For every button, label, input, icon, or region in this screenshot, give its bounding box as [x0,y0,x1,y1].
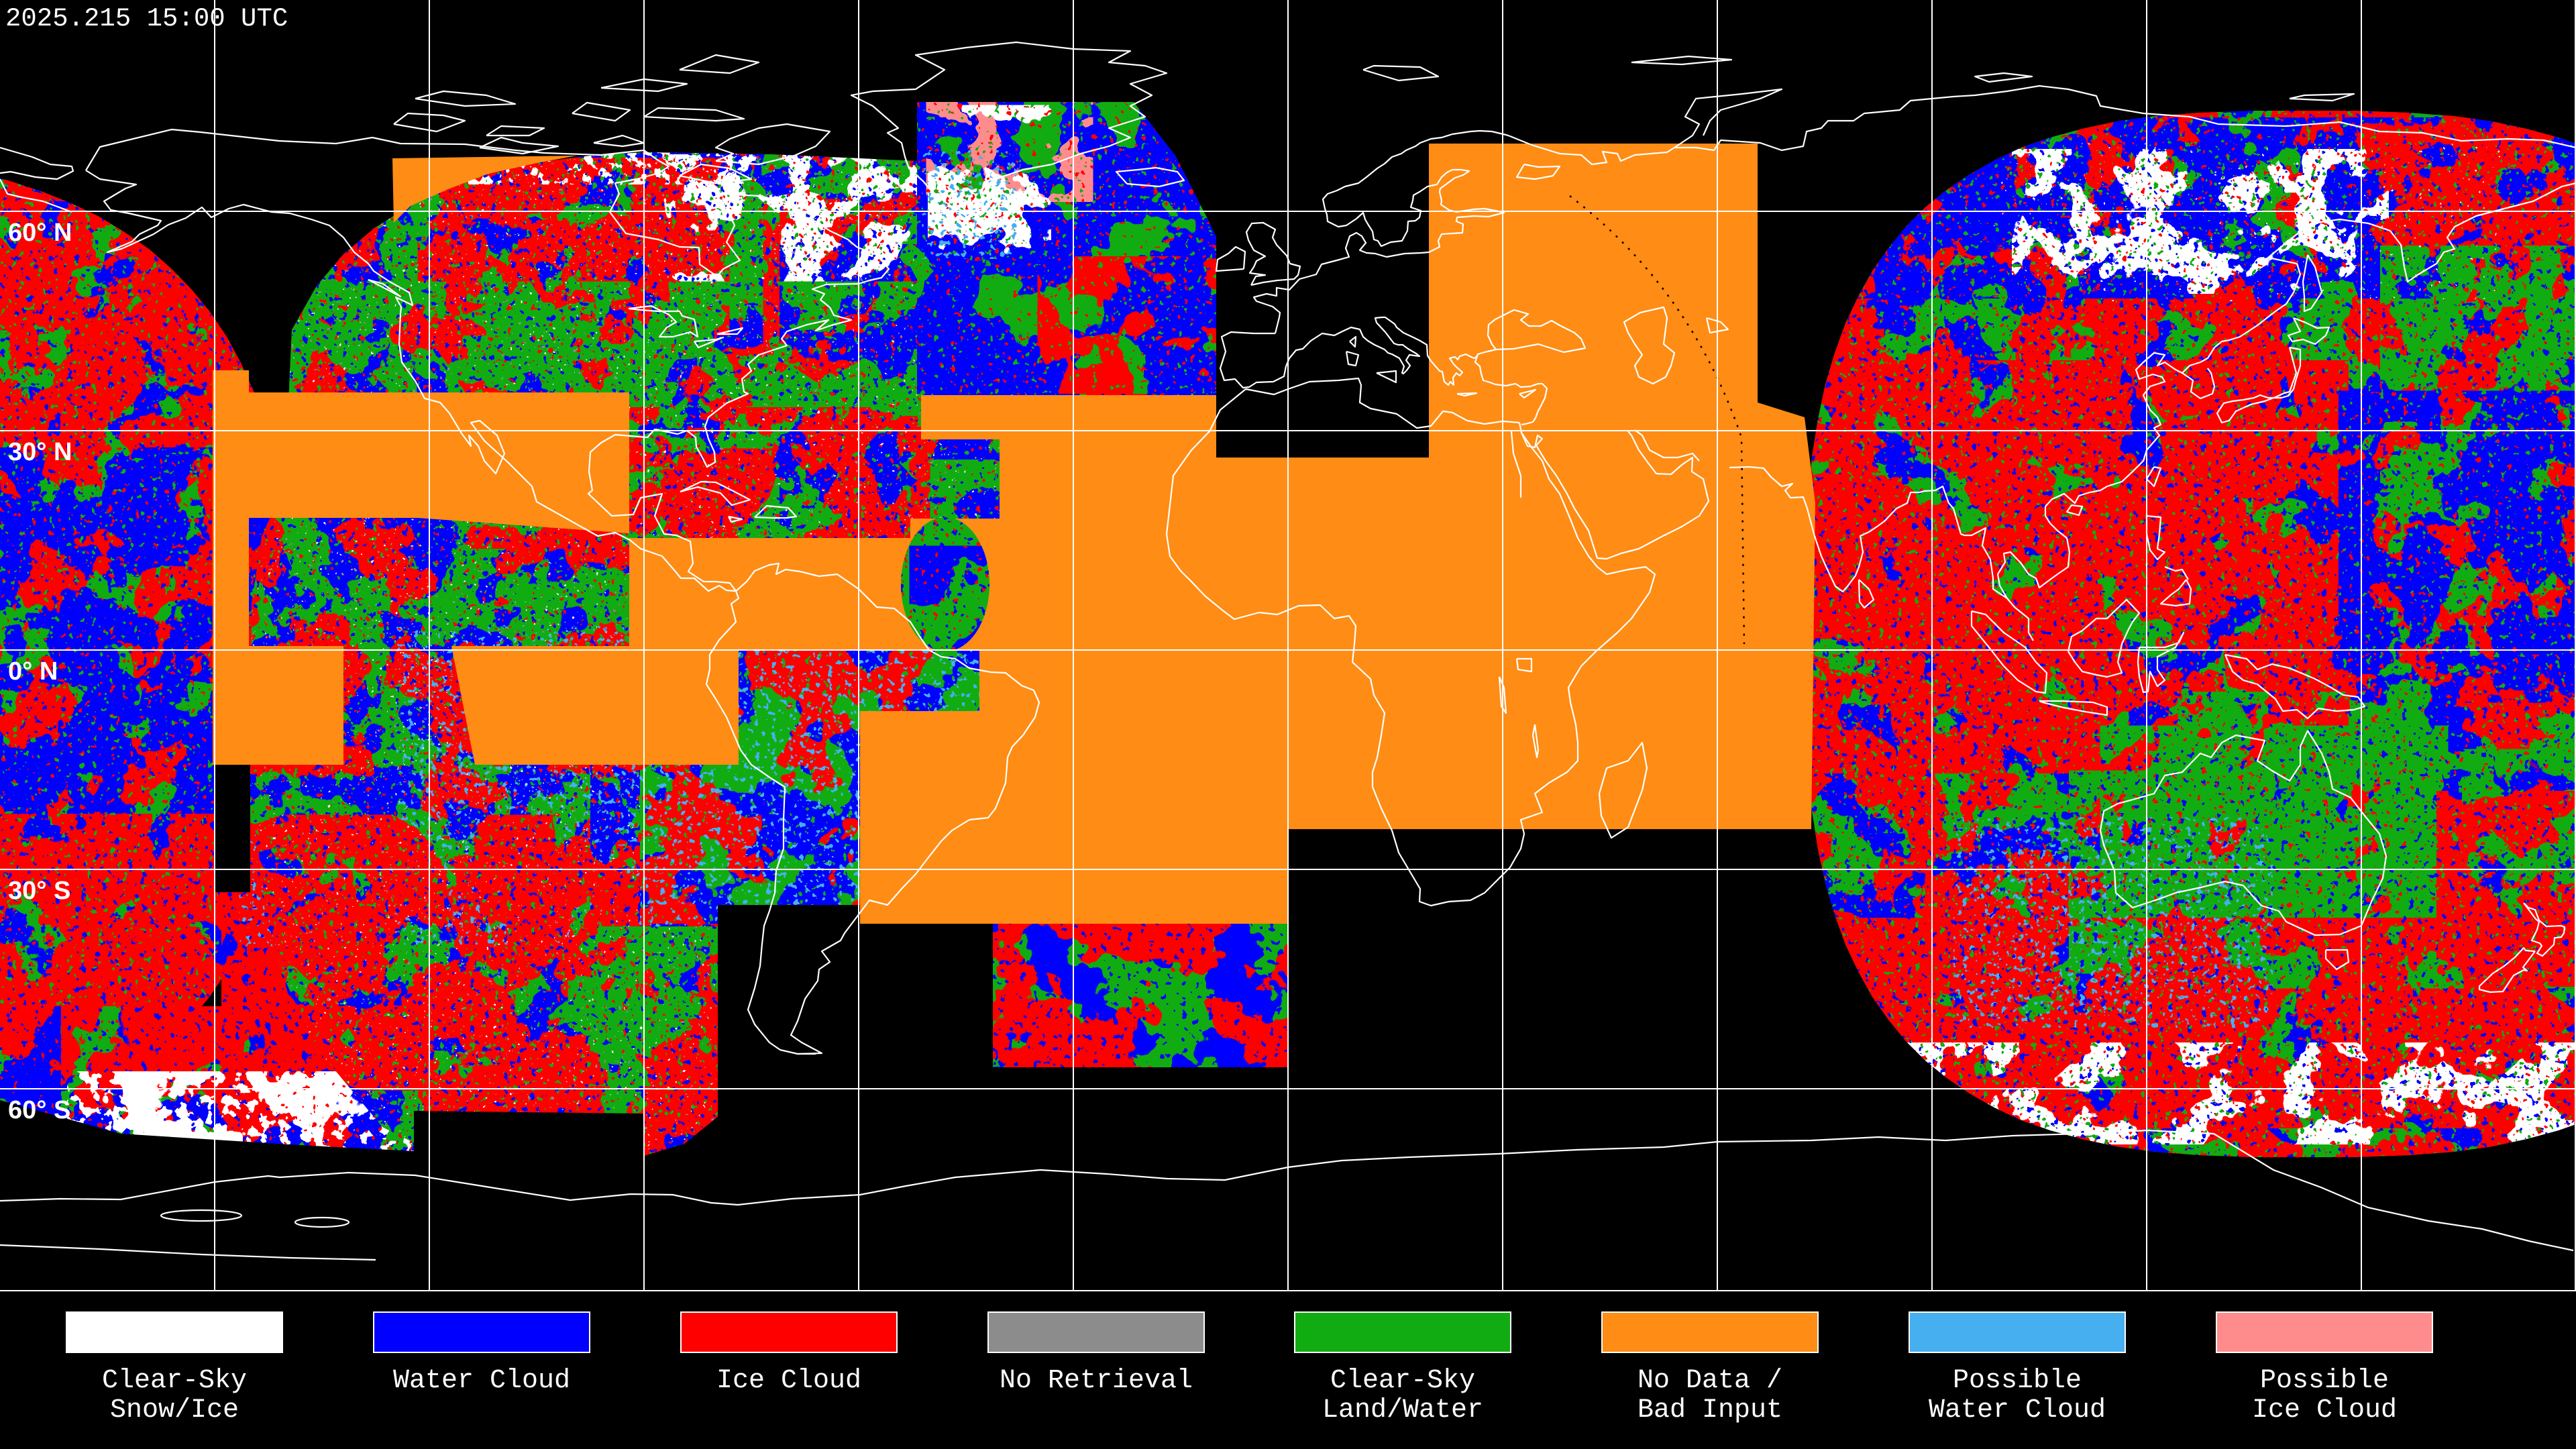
svg-text:Water Cloud: Water Cloud [393,1366,570,1396]
svg-text:30° N: 30° N [8,438,72,466]
svg-text:Possible: Possible [1953,1366,2082,1396]
svg-text:Water Cloud: Water Cloud [1929,1395,2106,1426]
svg-text:2025.215 15:00 UTC: 2025.215 15:00 UTC [5,4,288,34]
svg-text:No Data /: No Data / [1638,1366,1782,1396]
svg-text:Clear-Sky: Clear-Sky [102,1366,247,1396]
svg-text:Clear-Sky: Clear-Sky [1330,1366,1475,1396]
svg-text:30° S: 30° S [8,877,70,905]
svg-text:Snow/Ice: Snow/Ice [110,1395,239,1426]
svg-text:Land/Water: Land/Water [1322,1395,1483,1426]
svg-text:Ice Cloud: Ice Cloud [716,1366,861,1396]
svg-text:0° N: 0° N [8,657,58,686]
svg-text:No Retrieval: No Retrieval [1000,1366,1193,1396]
svg-text:60° S: 60° S [8,1096,70,1124]
svg-text:Bad Input: Bad Input [1638,1395,1782,1426]
svg-text:60° N: 60° N [8,219,72,247]
svg-text:Possible: Possible [2260,1366,2389,1396]
svg-text:Ice Cloud: Ice Cloud [2252,1395,2397,1426]
